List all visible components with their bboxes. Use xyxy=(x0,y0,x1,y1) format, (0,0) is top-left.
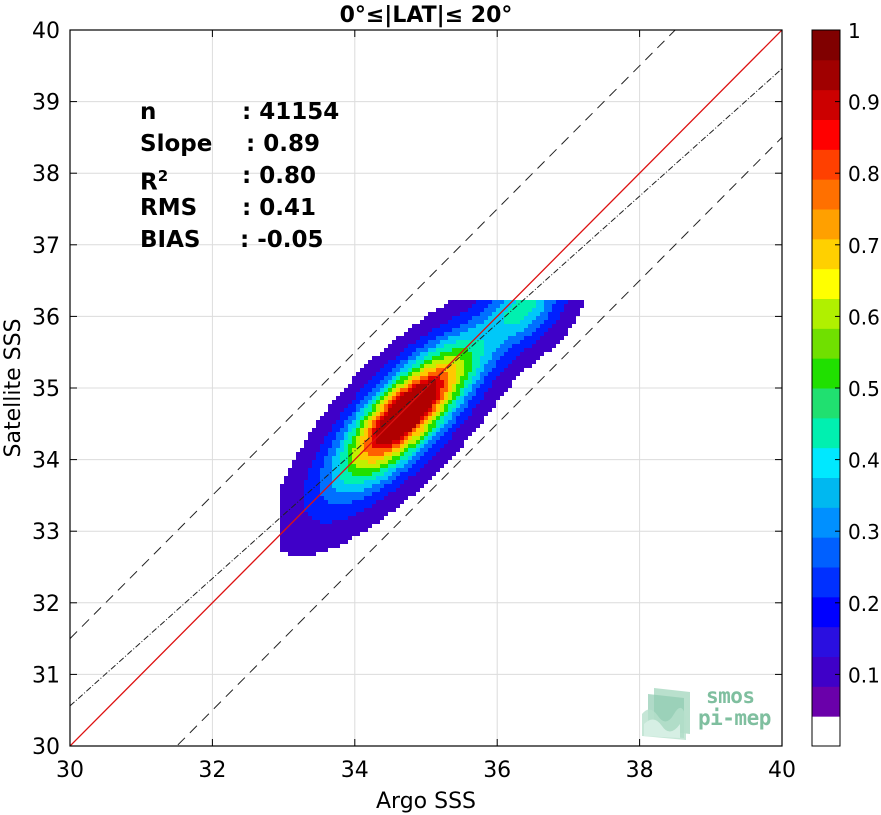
colorbar-swatch xyxy=(812,596,840,628)
stat-rms-value: : 0.41 xyxy=(242,195,316,221)
y-tick-label: 40 xyxy=(32,19,60,44)
reference-lines xyxy=(70,30,782,746)
stat-bias-value: : -0.05 xyxy=(240,227,324,253)
colorbar-swatch xyxy=(812,119,840,150)
colorbar-swatch xyxy=(812,716,840,747)
x-axis-ticks: 30 32 34 36 38 40 xyxy=(56,30,796,783)
colorbar-swatch xyxy=(812,447,840,478)
x-tick-label: 34 xyxy=(341,758,369,783)
colorbar-swatch xyxy=(812,567,840,598)
colorbar-tick-label: 0.4 xyxy=(848,449,880,473)
colorbar: 0.1 0.2 0.3 0.4 0.5 0.6 0.7 0.8 0.9 1 xyxy=(811,19,880,747)
colorbar-tick-label: 1 xyxy=(848,19,861,43)
logo-text-pi-mep: pi-mep xyxy=(698,706,771,730)
y-tick-label: 36 xyxy=(32,305,60,330)
stat-r2-key: R2 xyxy=(140,160,168,199)
y-tick-label: 32 xyxy=(32,592,60,617)
colorbar-swatch xyxy=(812,89,840,120)
line-upper-bound xyxy=(70,30,676,639)
stat-slope-key: Slope xyxy=(140,131,213,157)
y-axis-label: Satellite SSS xyxy=(1,319,26,458)
logo-wave-icon xyxy=(642,688,690,740)
colorbar-swatch xyxy=(812,626,840,657)
colorbar-swatch xyxy=(812,298,840,329)
colorbar-swatch xyxy=(812,328,840,359)
colorbar-swatch xyxy=(812,268,840,299)
stat-r2-sup: 2 xyxy=(157,167,169,185)
stat-r2-letter: R xyxy=(140,169,158,196)
y-tick-label: 35 xyxy=(32,377,60,402)
density-contours xyxy=(280,300,584,556)
colorbar-swatch xyxy=(812,209,840,240)
x-axis-label: Argo SSS xyxy=(376,789,476,814)
colorbar-tick-label: 0.6 xyxy=(848,305,880,329)
colorbar-swatch xyxy=(812,238,840,270)
x-tick-label: 36 xyxy=(483,758,511,783)
colorbar-tick-label: 0.9 xyxy=(848,91,880,115)
y-tick-label: 30 xyxy=(32,735,60,760)
y-tick-label: 34 xyxy=(32,449,60,474)
colorbar-swatch xyxy=(812,358,840,389)
colorbar-swatch xyxy=(812,656,840,687)
x-tick-label: 40 xyxy=(768,758,796,783)
y-tick-label: 33 xyxy=(32,520,60,545)
line-regression xyxy=(70,68,782,707)
colorbar-swatch xyxy=(812,388,840,419)
y-tick-label: 37 xyxy=(32,234,60,259)
smos-pi-mep-logo: smos pi-mep xyxy=(640,684,780,740)
y-tick-label: 38 xyxy=(32,162,60,187)
x-tick-label: 38 xyxy=(626,758,654,783)
y-tick-label: 31 xyxy=(32,663,60,688)
colorbar-swatch xyxy=(812,537,840,568)
x-tick-label: 32 xyxy=(198,758,226,783)
stat-slope-value: : 0.89 xyxy=(246,131,320,157)
colorbar-swatch xyxy=(812,149,840,180)
y-axis-ticks: 30 31 32 33 34 35 36 37 38 39 40 xyxy=(32,19,782,760)
stat-r2-value: : 0.80 xyxy=(242,163,316,189)
contour-band xyxy=(376,380,436,444)
chart-title: 0°≤|LAT|≤ 20° xyxy=(340,3,513,28)
stat-rms-key: RMS xyxy=(140,195,198,221)
colorbar-swatch xyxy=(812,477,840,508)
colorbar-tick-label: 0.5 xyxy=(848,377,880,401)
colorbar-swatch xyxy=(812,507,840,538)
colorbar-tick-label: 0.3 xyxy=(848,520,880,544)
stat-bias-key: BIAS xyxy=(140,227,201,253)
stat-n-value: : 41154 xyxy=(242,99,340,125)
stat-n-key: n xyxy=(140,99,157,125)
colorbar-swatch xyxy=(812,179,840,210)
line-lower-bound xyxy=(176,137,782,746)
colorbar-swatch xyxy=(812,686,840,717)
colorbar-swatch xyxy=(812,30,840,61)
x-tick-label: 30 xyxy=(56,758,84,783)
colorbar-tick-label: 0.1 xyxy=(848,663,880,687)
colorbar-swatch xyxy=(812,59,840,91)
colorbar-tick-label: 0.7 xyxy=(848,234,880,258)
logo-text-smos: smos xyxy=(706,684,755,708)
colorbar-tick-label: 0.2 xyxy=(848,592,880,616)
colorbar-tick-label: 0.8 xyxy=(848,162,880,186)
colorbar-swatch xyxy=(812,417,840,449)
y-tick-label: 39 xyxy=(32,91,60,116)
line-identity xyxy=(70,30,782,746)
